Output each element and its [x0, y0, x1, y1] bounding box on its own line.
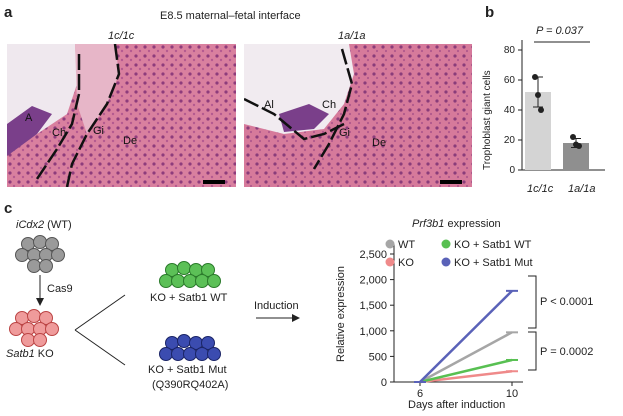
left-genotype-label: 1c/1c [108, 30, 135, 42]
legend-label: KO + Satb1 Mut [454, 257, 533, 269]
satb1-wt-cell-cluster [159, 261, 221, 288]
x-tick-1c: 1c/1c [527, 183, 554, 195]
data-point [532, 74, 538, 80]
legend-marker [385, 257, 395, 267]
label-Ch: Ch [52, 127, 66, 139]
label-Ch-right: Ch [322, 99, 336, 111]
y-tick-label: 1,000 [359, 326, 387, 338]
ko-satb1-mut-label: KO + Satb1 Mut [148, 364, 227, 376]
ko-label-italic: Satb1 [6, 348, 35, 360]
cas9-label: Cas9 [47, 283, 73, 295]
line-y-axis-label: Relative expression [335, 266, 347, 362]
induction-label: Induction [254, 300, 299, 312]
ko-label: Satb1 KO [6, 348, 54, 360]
pvalue-bottom: P = 0.0002 [540, 346, 593, 358]
wt-label-italic: iCdx2 [16, 219, 45, 231]
label-Gi-right: Gi [339, 127, 350, 139]
right-genotype-label: 1a/1a [338, 30, 366, 42]
y-tick-label: 2,000 [359, 275, 387, 287]
y-tick-label: 2,500 [359, 249, 387, 261]
y-tick-label: 60 [504, 75, 516, 86]
split-arrow-up [74, 294, 126, 331]
panel-a-letter: a [4, 4, 13, 21]
wt-cell-cluster [15, 235, 65, 273]
label-De-right: De [372, 137, 386, 149]
y-tick-label: 0 [381, 377, 387, 389]
bracket-bottom [528, 331, 537, 371]
line-chart-title-italic: Prf3b1 [412, 218, 445, 230]
series-line [419, 331, 513, 384]
panel-c-letter: c [4, 200, 13, 217]
line-chart: Relative expression 0 500 1,000 1,500 2,000 2… [335, 239, 593, 411]
legend-marker [385, 239, 395, 249]
legend-label: KO [398, 257, 414, 269]
series-line [419, 358, 513, 384]
diagram-c: Cas9 [9, 235, 300, 366]
micrograph-1a-1a: Al Ch Gi De [244, 44, 472, 187]
y-tick-label: 1,500 [359, 300, 387, 312]
x-tick-label: 10 [506, 388, 518, 400]
label-A: A [25, 112, 33, 124]
pvalue-b: P = 0.037 [536, 25, 584, 37]
y-axis-label: Trophoblast giant cells [482, 70, 493, 170]
y-tick-label: 0 [509, 165, 515, 176]
pvalue-top: P < 0.0001 [540, 296, 593, 308]
y-tick-label: 40 [504, 105, 516, 116]
ko-label-rest: KO [34, 348, 54, 360]
panel-b-chart: P = 0.037 Trophoblast giant cells 0 20 40 6… [482, 25, 605, 195]
x-tick-1a: 1a/1a [568, 183, 596, 195]
data-point [535, 92, 541, 98]
ko-satb1-wt-label: KO + Satb1 WT [150, 292, 228, 304]
x-tick-label: 6 [417, 388, 423, 400]
micrograph-1c-1c: A Ch Gi De [7, 44, 236, 187]
label-Al: Al [264, 99, 274, 111]
satb1-mut-cell-cluster [159, 334, 221, 361]
line-x-axis-label: Days after induction [408, 399, 505, 411]
data-point [538, 107, 544, 113]
legend-marker [441, 257, 451, 267]
y-tick-label: 500 [369, 351, 387, 363]
label-Gi: Gi [93, 125, 104, 137]
wt-label: iCdx2 (WT) [16, 219, 72, 231]
data-point [570, 134, 576, 140]
line-chart-title: Prf3b1 expression [412, 218, 501, 230]
y-tick-label: 80 [504, 45, 516, 56]
mut-detail-label: (Q390RQ402A) [152, 379, 229, 391]
ko-cell-cluster [9, 309, 59, 347]
panel-a-title: E8.5 maternal–fetal interface [160, 10, 301, 22]
bracket-top [528, 275, 537, 329]
y-tick-label: 20 [504, 135, 516, 146]
series-line [419, 289, 513, 383]
line-chart-title-rest: expression [444, 218, 501, 230]
legend-marker [441, 239, 451, 249]
panel-b-letter: b [485, 4, 495, 21]
legend-label: KO + Satb1 WT [454, 239, 532, 251]
split-arrow-down [74, 329, 126, 366]
label-De: De [123, 135, 137, 147]
series-line [419, 370, 513, 384]
wt-label-rest: (WT) [44, 219, 72, 231]
legend-label: WT [398, 239, 415, 251]
data-point [576, 143, 582, 149]
